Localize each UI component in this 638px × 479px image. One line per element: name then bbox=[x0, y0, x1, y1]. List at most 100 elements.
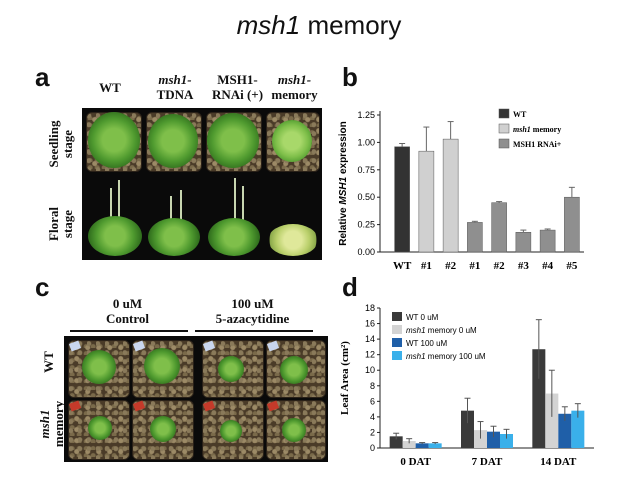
flower-stem bbox=[180, 190, 182, 228]
row-header-line1: Floral bbox=[46, 207, 61, 241]
title-rest: memory bbox=[300, 10, 402, 40]
y-tick-label: 10 bbox=[365, 365, 375, 375]
bar bbox=[442, 138, 459, 253]
panel-c-aza-underline bbox=[195, 330, 313, 332]
panel-d-chart: 0 2 4 6 8 10 12 14 16 18 Leaf Area (cm²) 0 DAT 7 DAT… bbox=[339, 303, 594, 468]
y-tick-label: 12 bbox=[365, 350, 375, 360]
legend-label: WT bbox=[513, 110, 527, 119]
plant bbox=[268, 224, 318, 256]
x-tick-label: #4 bbox=[542, 260, 554, 272]
y-tick-label: 18 bbox=[365, 303, 375, 313]
plant bbox=[207, 113, 259, 168]
flower-stem bbox=[242, 186, 244, 228]
col-header-line1: msh1- bbox=[158, 72, 192, 87]
y-tick-label: 0.00 bbox=[357, 247, 375, 257]
bar bbox=[487, 431, 500, 448]
row-header-line1: Seedling bbox=[46, 120, 61, 168]
panel-c-col-header-aza: 100 uM 5-azacytidine bbox=[195, 296, 310, 326]
plant bbox=[88, 112, 140, 168]
y-tick-label: 4 bbox=[370, 412, 375, 422]
plant bbox=[148, 114, 198, 168]
bar bbox=[558, 413, 572, 448]
bar bbox=[415, 443, 429, 448]
legend-label: msh1 memory 0 uM bbox=[406, 326, 477, 335]
plant bbox=[150, 416, 176, 442]
bar bbox=[389, 436, 403, 448]
plant bbox=[220, 420, 242, 442]
legend-label: WT 0 uM bbox=[406, 313, 439, 322]
y-tick-label: 16 bbox=[365, 319, 375, 329]
flower-stem bbox=[110, 188, 112, 228]
col-header-line2: Control bbox=[105, 311, 150, 326]
col-header-line2: RNAi (+) bbox=[211, 87, 264, 102]
col-header-line1: 0 uM bbox=[112, 296, 143, 311]
y-tick-label: 1.25 bbox=[357, 110, 375, 120]
panel-a-photo bbox=[82, 108, 322, 260]
bar bbox=[461, 410, 474, 448]
y-tick-label: 0.50 bbox=[357, 192, 375, 202]
col-header-line1: 100 uM bbox=[231, 296, 274, 311]
panel-b-label: b bbox=[342, 62, 358, 92]
panel-a-col-header-wt: WT bbox=[80, 80, 140, 95]
flower-stem bbox=[118, 180, 120, 228]
y-axis-label-part: expression bbox=[338, 121, 349, 177]
panel-c-photo bbox=[64, 336, 328, 462]
legend-label-text: memory 100 uM bbox=[426, 352, 486, 361]
x-tick-label: #2 bbox=[445, 260, 457, 272]
legend-label-italic: msh1 bbox=[406, 352, 426, 361]
legend-label-text: WT 0 uM bbox=[406, 313, 439, 322]
legend-swatch bbox=[498, 123, 510, 134]
plant bbox=[88, 216, 142, 256]
bar bbox=[539, 229, 556, 253]
y-axis-label-part: Relative bbox=[338, 205, 349, 246]
bar bbox=[394, 146, 410, 253]
legend-swatch bbox=[392, 351, 402, 360]
bar bbox=[418, 150, 435, 253]
figure-title: msh1 memory bbox=[0, 10, 638, 41]
legend-label-text: memory bbox=[531, 125, 561, 134]
y-tick-label: 0 bbox=[370, 443, 375, 453]
col-header-line1: WT bbox=[99, 80, 121, 95]
col-header-line2: memory bbox=[271, 87, 318, 102]
bar bbox=[402, 441, 416, 448]
y-tick-label: 6 bbox=[370, 396, 375, 406]
bar bbox=[491, 202, 507, 253]
row-header-line2: stage bbox=[60, 209, 75, 239]
x-tick-label: 14 DAT bbox=[540, 456, 577, 468]
legend-label-text: WT 100 uM bbox=[406, 339, 448, 348]
x-tick-label: #2 bbox=[494, 260, 506, 272]
row-header-line1: WT bbox=[41, 351, 56, 373]
bar bbox=[467, 222, 483, 253]
bar bbox=[571, 410, 585, 448]
bar bbox=[474, 430, 487, 448]
pot bbox=[266, 400, 326, 460]
y-tick-label: 2 bbox=[370, 427, 375, 437]
panel-c-col-header-control: 0 uM Control bbox=[70, 296, 185, 326]
flower-stem bbox=[234, 178, 236, 228]
panel-c-label: c bbox=[35, 272, 50, 302]
legend-label: msh1 memory bbox=[513, 125, 561, 134]
x-tick-label: #1 bbox=[469, 260, 480, 272]
x-tick-label: #3 bbox=[518, 260, 530, 272]
legend-label: WT 100 uM bbox=[406, 339, 448, 348]
legend-swatch bbox=[392, 312, 402, 321]
row-header-line1: msh1 bbox=[37, 409, 52, 439]
panel-c-control-underline bbox=[70, 330, 188, 332]
y-tick-label: 1.00 bbox=[357, 137, 375, 147]
legend-label-italic: msh1 bbox=[406, 326, 426, 335]
panel-a-col-header-tdna: msh1- TDNA bbox=[140, 72, 210, 102]
panel-c-row-header-wt: WT bbox=[41, 337, 56, 387]
title-gene-name: msh1 bbox=[236, 10, 301, 40]
panel-d-label: d bbox=[342, 272, 358, 302]
y-axis-label-gene: MSH1 bbox=[338, 176, 349, 204]
panel-a-label: a bbox=[35, 62, 50, 92]
col-header-line2: 5-azacytidine bbox=[215, 311, 290, 326]
panel-a-row-header-seedling: Seedling stage bbox=[46, 109, 75, 179]
bar bbox=[545, 393, 559, 448]
x-tick-label: #1 bbox=[421, 260, 432, 272]
y-tick-label: 0.75 bbox=[357, 165, 375, 175]
legend-swatch bbox=[498, 108, 510, 119]
plant bbox=[272, 120, 312, 162]
legend-label-text: MSH1 RNAi+ bbox=[513, 140, 562, 149]
plant bbox=[282, 418, 306, 442]
